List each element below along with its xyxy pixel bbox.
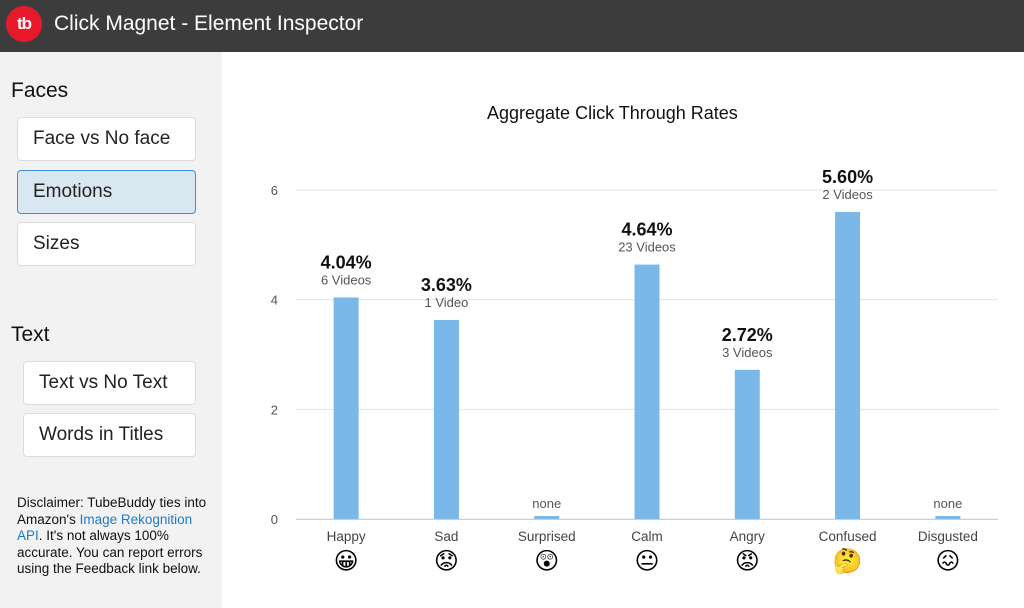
text-heading: Text [11,323,50,346]
count-label-calm: 23 Videos [618,240,676,255]
app-title: Click Magnet - Element Inspector [54,12,364,35]
sizes-button[interactable]: Sizes [17,222,196,266]
tubebuddy-logo-icon: tb [6,6,42,42]
count-label-surprised: none [532,496,561,511]
confused-emoji-icon: 🤔 [833,548,863,575]
count-label-confused: 2 Videos [822,187,873,202]
words-in-titles-button[interactable]: Words in Titles [23,413,196,457]
count-label-happy: 6 Videos [321,272,372,287]
value-label-calm: 4.64% [621,220,672,240]
text-vs-no-text-button[interactable]: Text vs No Text [23,361,196,405]
bar-confused [835,211,861,519]
disclaimer-prefix: Disclaimer: TubeBuddy ties into Amazon's [17,495,207,527]
y-tick-label-4: 4 [271,293,278,308]
count-label-sad: 1 Video [424,295,468,310]
y-tick-label-6: 6 [271,183,278,198]
category-label-sad: Sad [434,529,458,544]
bar-disgusted [935,516,961,519]
calm-emoji-icon: 😐 [634,548,659,575]
bar-surprised [534,516,560,519]
happy-emoji-icon: 😀 [334,548,359,575]
value-label-angry: 2.72% [722,325,773,345]
surprised-emoji-icon: 😲 [534,548,559,575]
disgusted-emoji-icon: 😖 [935,548,960,575]
bar-calm [634,264,660,519]
image-rekognition-api-link[interactable]: Image Rekognition API [17,511,193,544]
count-label-angry: 3 Videos [722,345,773,360]
disclaimer-suffix: . It's not always 100% accurate. You can… [17,528,203,576]
y-tick-label-2: 2 [271,402,278,417]
category-label-surprised: Surprised [518,529,576,544]
category-label-calm: Calm [631,529,663,544]
value-label-confused: 5.60% [822,167,873,187]
value-label-sad: 3.63% [421,275,472,295]
angry-emoji-icon: 😡 [735,548,760,575]
bar-angry [734,369,760,519]
sidebar: Faces Face vs No face Emotions Sizes Tex… [0,52,222,608]
category-label-angry: Angry [730,529,766,544]
category-label-disgusted: Disgusted [918,529,978,544]
face-vs-no-face-button[interactable]: Face vs No face [17,117,196,161]
faces-heading: Faces [11,79,69,102]
title-bar: tb Click Magnet - Element Inspector [0,0,1024,52]
bar-happy [333,297,359,519]
emotions-button[interactable]: Emotions [17,170,196,214]
category-label-confused: Confused [819,529,877,544]
disclaimer-text: Disclaimer: TubeBuddy ties into Amazon's… [17,495,207,578]
count-label-disgusted: none [933,496,962,511]
value-label-happy: 4.04% [321,252,372,272]
category-label-happy: Happy [327,529,366,544]
sad-emoji-icon: 😟 [434,548,459,575]
chart-title: Aggregate Click Through Rates [487,103,738,123]
bar-sad [433,319,459,519]
y-tick-label-0: 0 [271,512,278,527]
